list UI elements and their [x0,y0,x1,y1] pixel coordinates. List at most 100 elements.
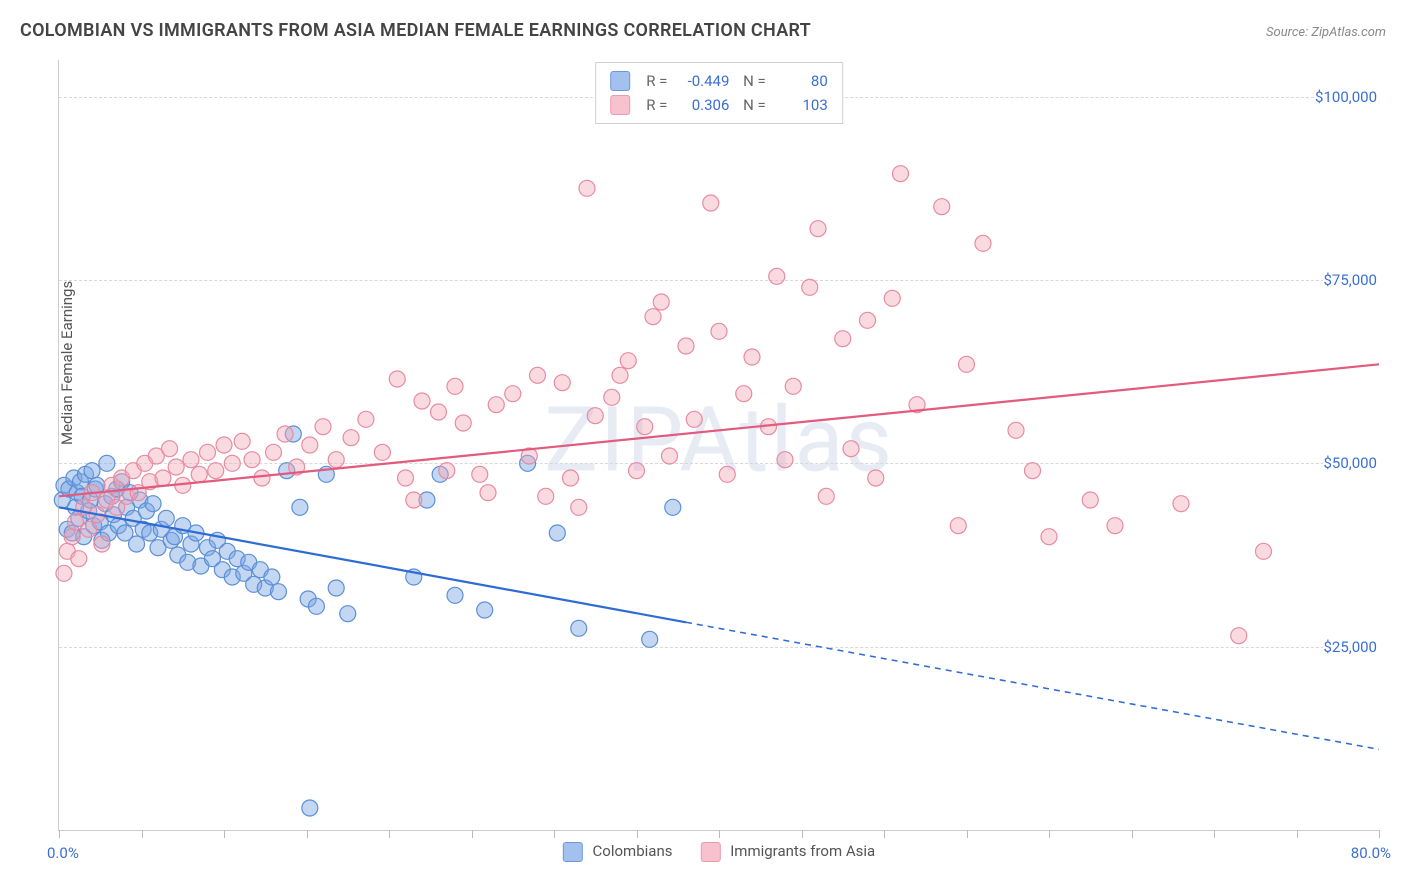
data-point [645,309,661,325]
data-point [71,551,87,567]
data-point [254,470,270,486]
data-point [604,389,620,405]
trend-line [59,507,686,622]
data-point [629,463,645,479]
n-label: N = [739,69,765,93]
trend-line-extrapolated [686,622,1379,749]
data-point [554,375,570,391]
data-point [1008,422,1024,438]
data-point [266,444,282,460]
data-point [439,463,455,479]
data-point [950,518,966,534]
x-tick-mark [1049,830,1050,838]
x-tick-mark [637,830,638,838]
x-tick-mark [554,830,555,838]
data-point [244,452,260,468]
data-point [530,367,546,383]
data-point [563,470,579,486]
data-point [168,459,184,475]
data-point [374,444,390,460]
legend-item-asia: Immigrants from Asia [700,842,875,862]
data-point [302,800,318,816]
stats-legend-box: R = -0.449 N = 80 R = 0.306 N = 103 [595,62,843,124]
data-point [802,279,818,295]
data-point [1231,628,1247,644]
x-tick-mark [1214,830,1215,838]
data-point [328,452,344,468]
data-point [934,199,950,215]
data-point [292,499,308,515]
data-point [99,455,115,471]
data-point [860,312,876,328]
x-tick-mark [389,830,390,838]
data-point [414,393,430,409]
plot-area: Median Female Earnings ZIPAtlas $25,000$… [58,60,1379,831]
chart-container: COLOMBIAN VS IMMIGRANTS FROM ASIA MEDIAN… [0,0,1406,892]
r-label: R = [646,69,667,93]
data-point [711,323,727,339]
data-point [975,235,991,251]
data-point [549,525,565,541]
data-point [472,466,488,482]
data-point [1173,496,1189,512]
data-point [234,433,250,449]
data-point [1041,529,1057,545]
x-tick-mark [884,830,885,838]
data-point [480,485,496,501]
header-row: COLOMBIAN VS IMMIGRANTS FROM ASIA MEDIAN… [20,20,1386,41]
data-point [538,488,554,504]
data-point [455,415,471,431]
data-point [308,598,324,614]
data-point [145,496,161,512]
stats-row-asia: R = 0.306 N = 103 [610,93,828,117]
data-point [129,536,145,552]
data-point [678,338,694,354]
data-point [843,441,859,457]
data-point [302,437,318,453]
data-point [398,470,414,486]
r-value: -0.449 [677,69,729,93]
data-point [277,426,293,442]
data-point [64,529,80,545]
data-point [653,294,669,310]
data-point [224,455,240,471]
swatch-icon [563,842,583,862]
data-point [1082,492,1098,508]
x-tick-mark [719,830,720,838]
data-point [662,448,678,464]
data-point [818,488,834,504]
bottom-legend: Colombians Immigrants from Asia [563,842,875,862]
data-point [358,411,374,427]
data-point [686,411,702,427]
r-label: R = [646,93,667,117]
data-point [343,430,359,446]
x-tick-mark [307,830,308,838]
data-point [431,404,447,420]
data-point [736,386,752,402]
r-value: 0.306 [677,93,729,117]
x-tick-mark [59,830,60,838]
data-point [94,536,110,552]
swatch-icon [610,71,630,91]
data-point [447,587,463,603]
data-point [893,166,909,182]
data-point [81,521,97,537]
data-point [315,419,331,435]
data-point [162,441,178,457]
data-point [183,452,199,468]
data-point [505,386,521,402]
data-point [447,378,463,394]
x-tick-mark [142,830,143,838]
data-point [744,349,760,365]
scatter-svg [59,60,1379,830]
x-tick-mark [967,830,968,838]
data-point [264,569,280,585]
n-label: N = [739,93,765,117]
data-point [959,356,975,372]
data-point [1256,543,1272,559]
data-point [665,499,681,515]
x-tick-mark [1132,830,1133,838]
source-label: Source: ZipAtlas.com [1266,25,1386,40]
data-point [835,331,851,347]
data-point [571,499,587,515]
